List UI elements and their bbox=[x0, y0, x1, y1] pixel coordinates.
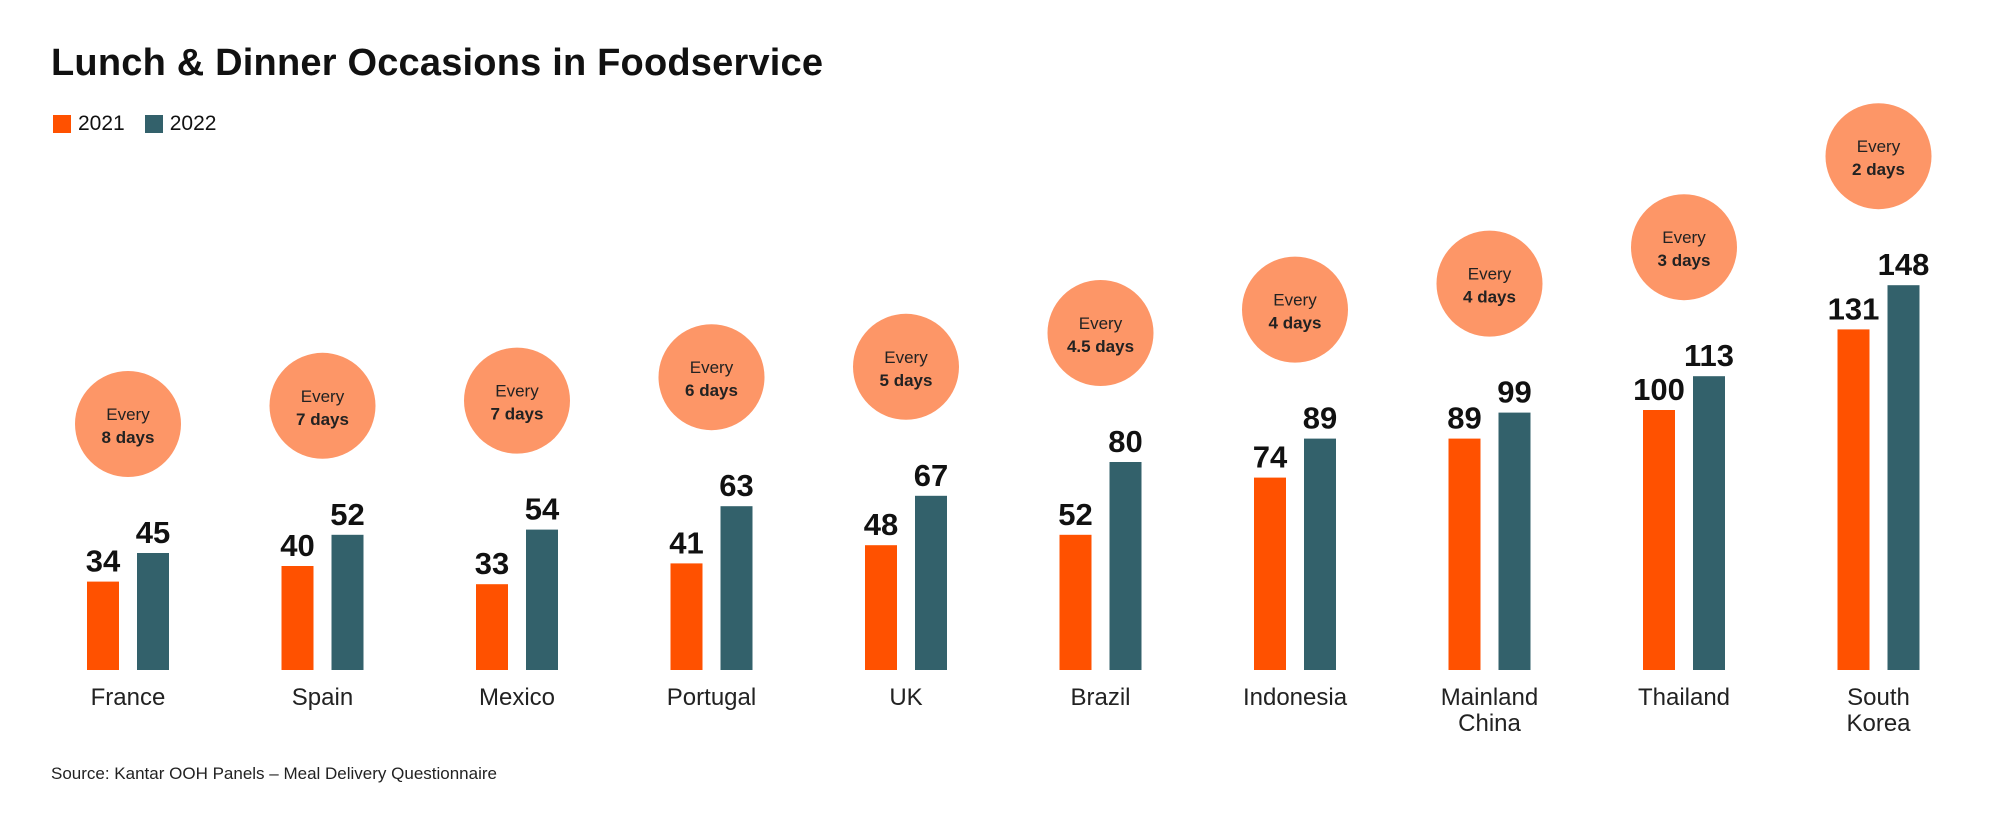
frequency-bubble-france bbox=[75, 371, 181, 477]
bar-value-portugal-2022: 63 bbox=[719, 468, 753, 503]
bar-france-2022 bbox=[137, 553, 169, 670]
category-label-mainland-china-line1: Mainland bbox=[1441, 684, 1538, 711]
bar-value-uk-2022: 67 bbox=[914, 458, 948, 493]
category-label-spain: Spain bbox=[292, 684, 353, 711]
bar-thailand-2021 bbox=[1643, 410, 1675, 670]
source-note: Source: Kantar OOH Panels – Meal Deliver… bbox=[51, 764, 497, 783]
frequency-bubble-line1-mainland-china: Every bbox=[1468, 265, 1512, 284]
frequency-bubble-line1-france: Every bbox=[106, 405, 150, 424]
frequency-bubble-line1-spain: Every bbox=[301, 387, 345, 406]
legend-swatch-2022 bbox=[144, 115, 163, 133]
bar-mainland-china-2022 bbox=[1498, 412, 1531, 670]
frequency-bubble-mexico bbox=[464, 347, 570, 454]
category-label-thailand: Thailand bbox=[1638, 684, 1730, 711]
frequency-bubble-line1-portugal: Every bbox=[690, 358, 734, 377]
category-label-brazil: Brazil bbox=[1070, 684, 1130, 711]
bar-mexico-2022 bbox=[526, 529, 558, 670]
frequency-bubble-line2-portugal: 6 days bbox=[685, 381, 738, 400]
frequency-bubble-line1-brazil: Every bbox=[1079, 314, 1123, 333]
frequency-bubble-line2-south-korea: 2 days bbox=[1852, 160, 1905, 179]
bar-thailand-2022 bbox=[1693, 376, 1725, 670]
frequency-bubble-thailand bbox=[1631, 194, 1737, 301]
frequency-bubble-brazil bbox=[1047, 280, 1154, 386]
frequency-bubble-line1-mexico: Every bbox=[495, 382, 539, 401]
frequency-bubble-line2-brazil: 4.5 days bbox=[1067, 337, 1134, 356]
legend: 2021 2022 bbox=[53, 112, 216, 136]
bar-value-spain-2022: 52 bbox=[330, 497, 364, 532]
bar-value-uk-2021: 48 bbox=[864, 507, 898, 542]
category-label-mexico: Mexico bbox=[479, 684, 555, 711]
bar-brazil-2022 bbox=[1109, 462, 1142, 670]
bar-value-spain-2021: 40 bbox=[280, 528, 314, 563]
bar-value-mexico-2021: 33 bbox=[475, 546, 509, 581]
bar-value-indonesia-2022: 89 bbox=[1303, 401, 1337, 436]
bar-value-south-korea-2022: 148 bbox=[1878, 247, 1930, 282]
frequency-bubble-line2-thailand: 3 days bbox=[1658, 251, 1711, 270]
bar-value-thailand-2022: 113 bbox=[1684, 338, 1734, 373]
frequency-bubble-line1-indonesia: Every bbox=[1273, 291, 1317, 310]
bar-value-mexico-2022: 54 bbox=[525, 492, 560, 527]
bar-value-indonesia-2021: 74 bbox=[1253, 440, 1288, 475]
frequency-bubble-line2-mexico: 7 days bbox=[491, 405, 544, 424]
bar-indonesia-2022 bbox=[1304, 438, 1336, 670]
bar-mexico-2021 bbox=[476, 584, 508, 670]
frequency-bubble-line1-thailand: Every bbox=[1662, 228, 1706, 247]
legend-item-2022: 2022 bbox=[144, 112, 217, 136]
bar-france-2021 bbox=[87, 581, 119, 670]
frequency-bubble-indonesia bbox=[1242, 256, 1348, 363]
bar-indonesia-2021 bbox=[1254, 477, 1286, 670]
bar-value-thailand-2021: 100 bbox=[1633, 372, 1685, 407]
bar-value-france-2022: 45 bbox=[136, 515, 170, 550]
legend-swatch-2021 bbox=[53, 115, 71, 133]
frequency-bubble-portugal bbox=[658, 324, 765, 431]
bar-uk-2022 bbox=[915, 495, 947, 670]
frequency-bubble-uk bbox=[853, 313, 959, 420]
category-label-south-korea-line2: Korea bbox=[1846, 710, 1911, 737]
legend-label-2021: 2021 bbox=[78, 112, 125, 135]
bar-portugal-2022 bbox=[720, 506, 753, 670]
category-label-south-korea-line1: South bbox=[1847, 684, 1910, 711]
category-label-indonesia: Indonesia bbox=[1243, 684, 1348, 711]
frequency-bubble-line2-mainland-china: 4 days bbox=[1463, 288, 1516, 307]
category-label-france: France bbox=[91, 684, 166, 711]
frequency-bubble-line2-uk: 5 days bbox=[880, 371, 933, 390]
category-label-uk: UK bbox=[889, 684, 922, 711]
legend-item-2021: 2021 bbox=[53, 112, 125, 136]
frequency-bubble-line2-spain: 7 days bbox=[296, 410, 349, 429]
bar-south-korea-2021 bbox=[1837, 329, 1870, 670]
bar-value-brazil-2021: 52 bbox=[1058, 497, 1092, 532]
bar-value-south-korea-2021: 131 bbox=[1828, 291, 1880, 326]
category-label-mainland-china-line2: China bbox=[1458, 710, 1521, 737]
bar-value-mainland-china-2022: 99 bbox=[1497, 375, 1531, 410]
category-label-portugal: Portugal bbox=[667, 684, 756, 711]
chart-title: Lunch & Dinner Occasions in Foodservice bbox=[51, 42, 824, 84]
bar-spain-2021 bbox=[281, 566, 314, 670]
frequency-bubble-south-korea bbox=[1825, 103, 1932, 210]
bar-value-mainland-china-2021: 89 bbox=[1447, 401, 1481, 436]
bar-value-portugal-2021: 41 bbox=[669, 525, 703, 560]
frequency-bubble-spain bbox=[269, 352, 376, 459]
frequency-bubble-line1-uk: Every bbox=[884, 348, 928, 367]
bar-mainland-china-2021 bbox=[1448, 438, 1481, 670]
bar-south-korea-2022 bbox=[1887, 285, 1920, 670]
frequency-bubble-line2-france: 8 days bbox=[102, 428, 155, 447]
bar-value-brazil-2022: 80 bbox=[1108, 424, 1142, 459]
frequency-bubble-mainland-china bbox=[1436, 230, 1543, 337]
legend-label-2022: 2022 bbox=[169, 112, 217, 135]
bar-portugal-2021 bbox=[670, 563, 703, 670]
bar-uk-2021 bbox=[865, 545, 897, 670]
bar-spain-2022 bbox=[331, 534, 364, 670]
bar-brazil-2021 bbox=[1059, 534, 1092, 670]
frequency-bubble-line2-indonesia: 4 days bbox=[1269, 314, 1322, 333]
frequency-bubble-line1-south-korea: Every bbox=[1857, 137, 1901, 156]
bar-value-france-2021: 34 bbox=[86, 544, 121, 579]
